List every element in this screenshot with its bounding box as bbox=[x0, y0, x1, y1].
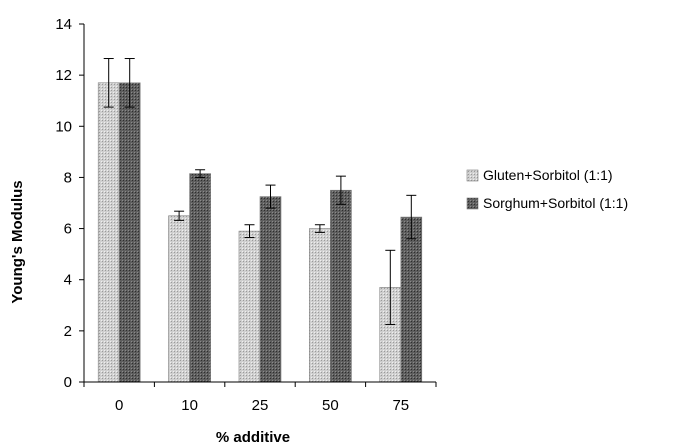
y-tick-label: 2 bbox=[64, 323, 72, 340]
error-bar-sorghum-10 bbox=[195, 169, 206, 178]
y-tick-label: 14 bbox=[55, 16, 72, 33]
y-tick-label: 12 bbox=[55, 67, 72, 84]
legend-item-gluten: Gluten+Sorbitol (1:1) bbox=[466, 167, 613, 183]
bar-sorghum-50 bbox=[330, 189, 352, 383]
error-bar-gluten-10 bbox=[174, 210, 185, 221]
error-bar-sorghum-25 bbox=[265, 184, 276, 209]
legend-label: Sorghum+Sorbitol (1:1) bbox=[483, 195, 628, 211]
legend-swatch bbox=[466, 169, 479, 182]
legend: Gluten+Sorbitol (1:1) Sorghum+Sorbitol (1… bbox=[466, 167, 628, 211]
y-tick-label: 10 bbox=[55, 118, 72, 135]
bar-gluten-10 bbox=[168, 215, 190, 383]
bar-gluten-25 bbox=[238, 230, 261, 383]
x-axis-title: % additive bbox=[216, 429, 290, 446]
y-tick-label: 8 bbox=[64, 169, 72, 186]
bar-sorghum-25 bbox=[259, 196, 282, 383]
bar-gluten-0 bbox=[97, 82, 120, 383]
bar-gluten-50 bbox=[309, 228, 331, 383]
y-tick-label: 0 bbox=[64, 374, 72, 391]
error-bar-gluten-25 bbox=[244, 224, 255, 239]
error-bar-sorghum-0 bbox=[124, 58, 135, 108]
error-bar-sorghum-75 bbox=[406, 194, 417, 240]
y-axis-title: Young's Modulus bbox=[9, 180, 26, 303]
axes bbox=[83, 24, 436, 383]
y-tick-label: 6 bbox=[64, 221, 72, 238]
bar-sorghum-75 bbox=[400, 216, 423, 383]
legend-label: Gluten+Sorbitol (1:1) bbox=[483, 167, 613, 183]
x-tick-label: 50 bbox=[322, 397, 339, 414]
bar-sorghum-0 bbox=[118, 82, 141, 383]
error-bar-gluten-75 bbox=[385, 249, 396, 325]
error-bar-sorghum-50 bbox=[335, 175, 346, 205]
error-bars bbox=[103, 58, 417, 325]
y-axis-ticks: 0 2 4 6 8 10 12 14 bbox=[55, 16, 84, 391]
legend-item-sorghum: Sorghum+Sorbitol (1:1) bbox=[466, 195, 628, 211]
x-tick-label: 10 bbox=[181, 397, 198, 414]
x-tick-label: 75 bbox=[392, 397, 409, 414]
error-bar-gluten-0 bbox=[103, 58, 114, 108]
error-bar-gluten-50 bbox=[314, 224, 325, 233]
bar-sorghum-10 bbox=[189, 173, 211, 383]
bars bbox=[97, 82, 423, 383]
y-tick-label: 4 bbox=[64, 272, 72, 289]
x-tick-label: 0 bbox=[115, 397, 123, 414]
x-axis-ticks: 0 10 25 50 75 bbox=[83, 382, 437, 414]
x-tick-label: 25 bbox=[252, 397, 269, 414]
legend-swatch bbox=[466, 197, 479, 210]
